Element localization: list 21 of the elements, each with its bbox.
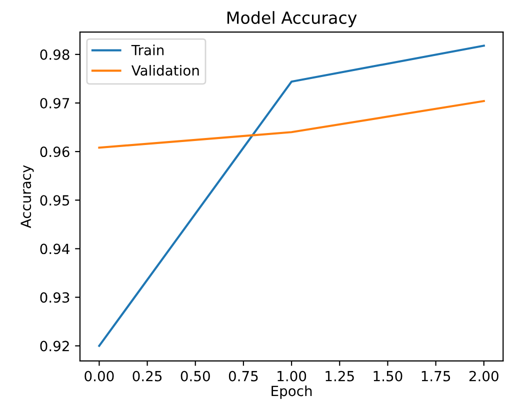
y-tick-label: 0.93	[40, 292, 70, 303]
y-axis-title: Accuracy	[20, 165, 34, 228]
y-tick-label: 0.94	[40, 244, 70, 254]
x-tick-label: 0.75	[228, 370, 258, 382]
x-tick-label: 0.00	[84, 370, 114, 382]
legend-label: Train	[131, 44, 164, 56]
y-tick-label: 0.98	[40, 49, 70, 60]
x-axis-title: Epoch	[272, 385, 312, 399]
x-tick-label: 1.00	[278, 370, 306, 382]
x-tick-label: 0.25	[132, 370, 162, 382]
x-tick-label: 0.50	[180, 370, 210, 382]
x-tick-label: 1.25	[326, 370, 354, 382]
y-tick-label: 0.97	[40, 98, 70, 108]
x-tick-label: 2.00	[469, 370, 498, 382]
y-tick-label: 0.96	[40, 146, 70, 158]
y-tick-label: 0.92	[40, 340, 69, 352]
y-tick-label: 0.95	[40, 195, 70, 206]
x-tick-label: 1.50	[374, 370, 402, 382]
legend-label: Validation	[131, 64, 199, 76]
x-tick-label: 1.75	[422, 371, 450, 382]
chart-title: Model Accuracy	[227, 11, 357, 28]
